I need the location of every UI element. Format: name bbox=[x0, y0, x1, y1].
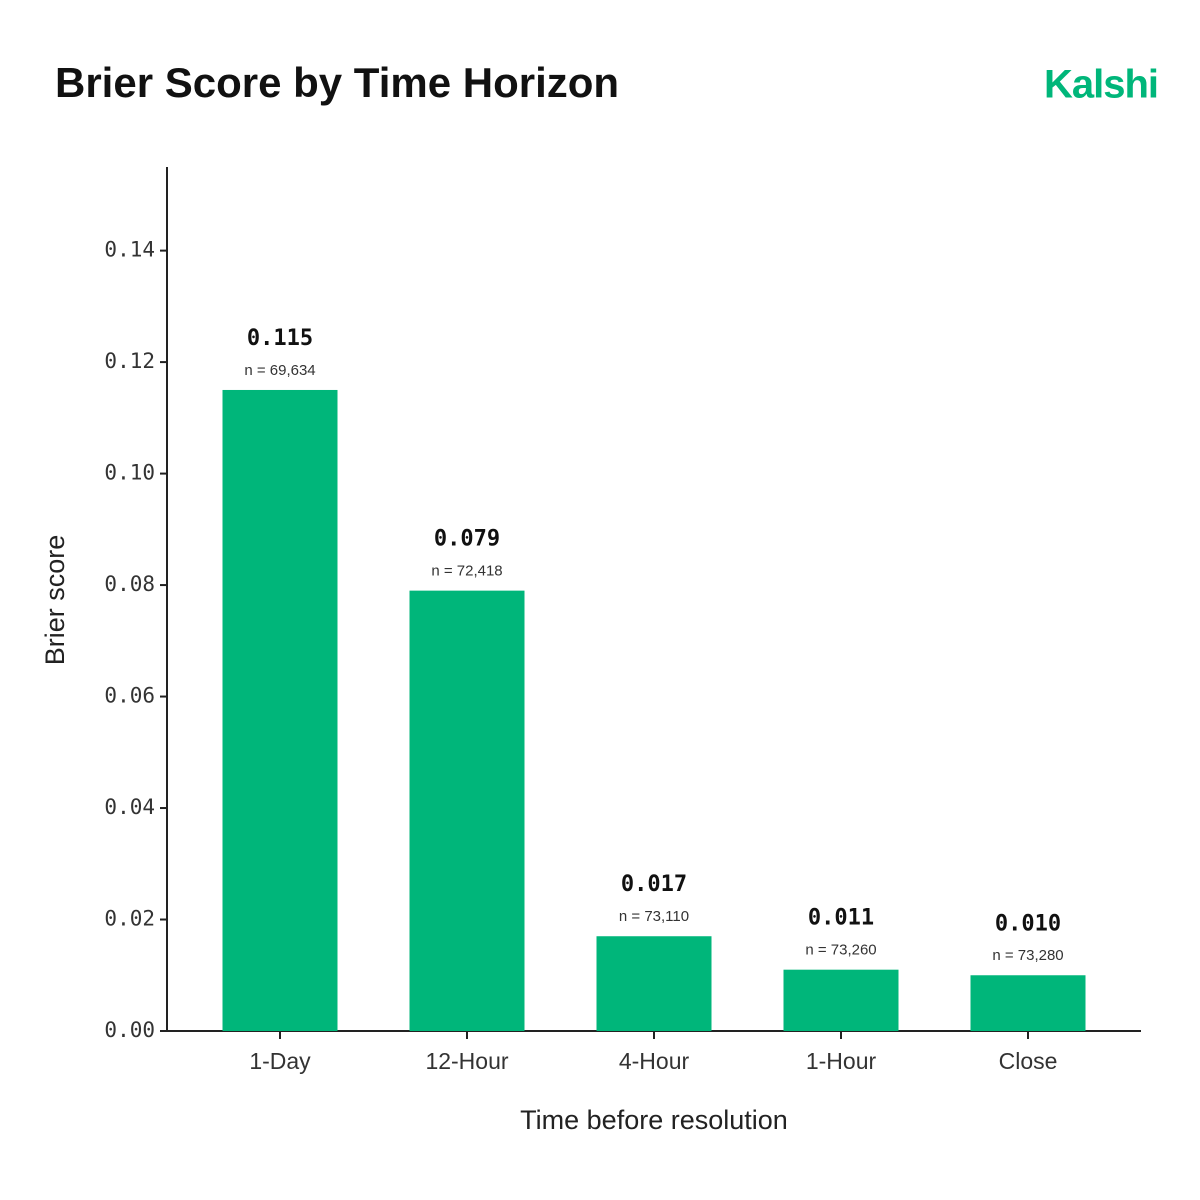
value-label: 0.017 bbox=[621, 872, 687, 897]
x-tick-label: 12-Hour bbox=[425, 1048, 508, 1074]
y-tick-label: 0.06 bbox=[104, 684, 155, 708]
bar bbox=[596, 936, 712, 1031]
x-tick-label: 4-Hour bbox=[619, 1048, 690, 1074]
brand-logo: Kalshi bbox=[1044, 63, 1158, 107]
y-tick-label: 0.04 bbox=[104, 795, 155, 819]
sample-size-label: n = 69,634 bbox=[244, 362, 315, 379]
x-tick-label: 1-Day bbox=[249, 1048, 311, 1074]
y-axis-label: Brier score bbox=[40, 535, 70, 666]
bar bbox=[783, 969, 899, 1031]
x-tick-label: Close bbox=[999, 1048, 1058, 1074]
x-tick-label: 1-Hour bbox=[806, 1048, 877, 1074]
y-tick-label: 0.00 bbox=[104, 1018, 155, 1042]
value-label: 0.010 bbox=[995, 911, 1061, 936]
bar bbox=[409, 590, 525, 1031]
y-tick-label: 0.10 bbox=[104, 461, 155, 485]
chart-title: Brier Score by Time Horizon bbox=[55, 59, 619, 106]
x-axis-label: Time before resolution bbox=[520, 1105, 788, 1135]
bar bbox=[222, 389, 338, 1031]
sample-size-label: n = 72,418 bbox=[431, 563, 502, 580]
y-tick-label: 0.14 bbox=[104, 238, 155, 262]
sample-size-label: n = 73,280 bbox=[992, 947, 1063, 964]
sample-size-label: n = 73,110 bbox=[619, 908, 689, 925]
value-label: 0.115 bbox=[247, 326, 313, 351]
y-tick-label: 0.08 bbox=[104, 572, 155, 596]
bar bbox=[970, 975, 1086, 1031]
value-label: 0.079 bbox=[434, 527, 500, 552]
y-tick-label: 0.02 bbox=[104, 907, 155, 931]
sample-size-label: n = 73,260 bbox=[805, 942, 876, 959]
value-label: 0.011 bbox=[808, 906, 874, 931]
y-tick-label: 0.12 bbox=[104, 349, 155, 373]
